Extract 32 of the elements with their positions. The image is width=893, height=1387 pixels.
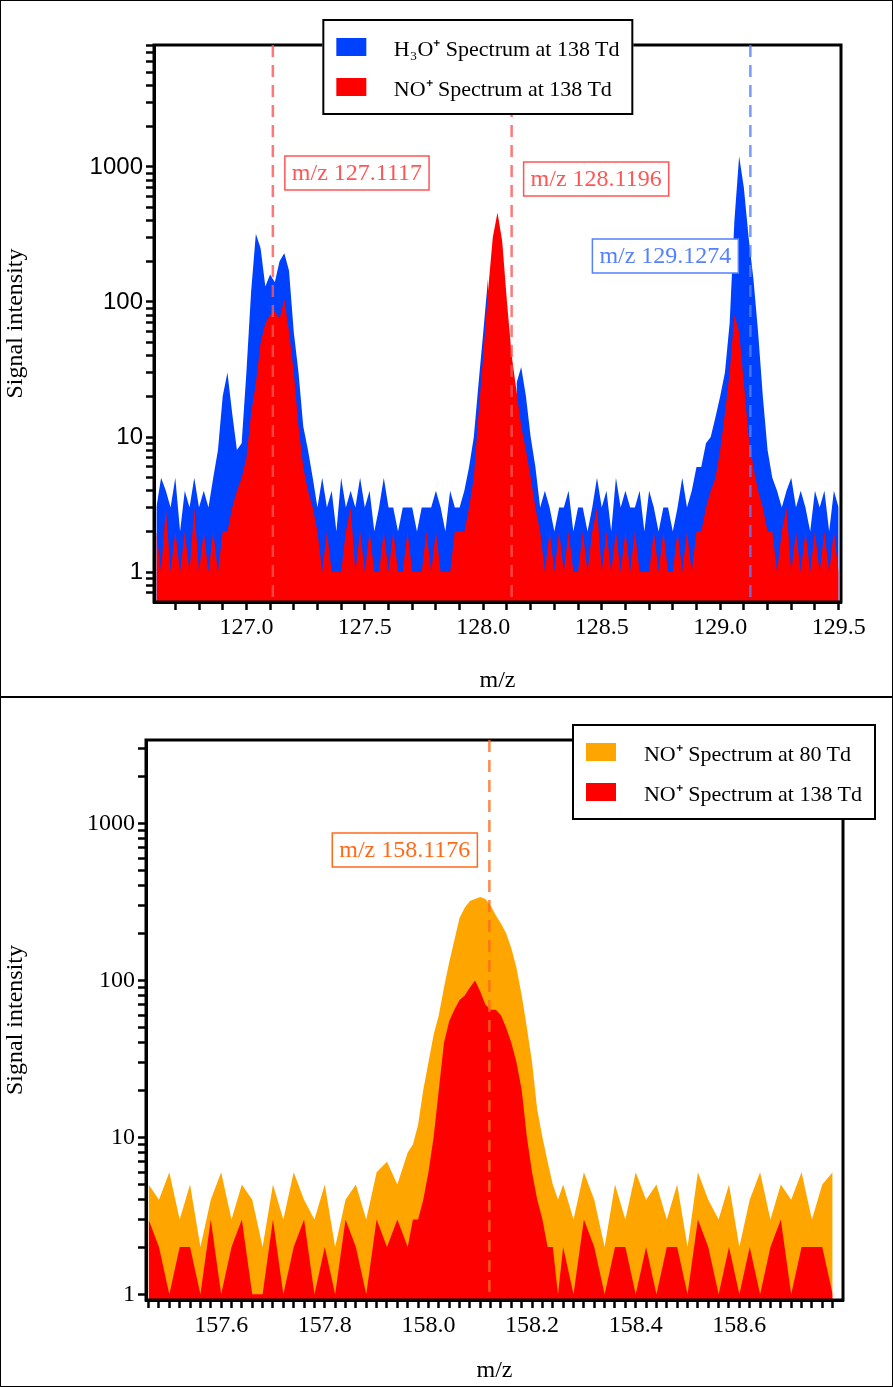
- y-tick-label: 100: [102, 286, 143, 314]
- y-tick-label: 1000: [89, 151, 143, 179]
- x-tick-label: 129.0: [693, 612, 748, 639]
- x-tick-label: 127.5: [337, 612, 392, 639]
- legend-label: NO⁺ Spectrum at 138 Td: [643, 780, 862, 807]
- x-tick-label: 158.4: [608, 1310, 663, 1337]
- y-tick-label: 1: [123, 1279, 135, 1306]
- x-tick-label: 158.6: [712, 1310, 767, 1337]
- y-tick-label: 1: [129, 556, 143, 584]
- x-tick-label: 158.0: [401, 1310, 456, 1337]
- x-tick-label: 128.0: [456, 612, 511, 639]
- x-tick-label: 127.0: [219, 612, 274, 639]
- x-tick-label: 158.2: [505, 1310, 560, 1337]
- y-tick-label: 10: [111, 1122, 135, 1149]
- y-tick-label: 10: [116, 421, 143, 449]
- y-axis-title: Signal intensity: [0, 248, 27, 399]
- x-axis-title: m/z: [476, 1355, 513, 1382]
- legend-label: NO⁺ Spectrum at 80 Td: [643, 740, 851, 767]
- ref-line-label: m/z 129.1274: [599, 242, 732, 269]
- y-tick-label: 100: [99, 965, 135, 992]
- y-tick-label: 1000: [87, 808, 135, 835]
- x-tick-label: 157.8: [297, 1310, 352, 1337]
- ref-line-label: m/z 128.1196: [530, 165, 662, 192]
- ref-line-label: m/z 158.1176: [339, 836, 471, 863]
- x-axis-title: m/z: [479, 665, 516, 692]
- x-tick-label: 157.6: [194, 1310, 249, 1337]
- ref-line-label: m/z 127.1117: [291, 159, 423, 186]
- x-tick-label: 129.5: [811, 612, 866, 639]
- legend-label: NO⁺ Spectrum at 138 Td: [393, 75, 612, 102]
- x-tick-label: 128.5: [574, 612, 629, 639]
- legend-label: H₃O⁺ Spectrum at 138 Td: [393, 35, 620, 62]
- y-axis-title: Signal intensity: [0, 945, 27, 1095]
